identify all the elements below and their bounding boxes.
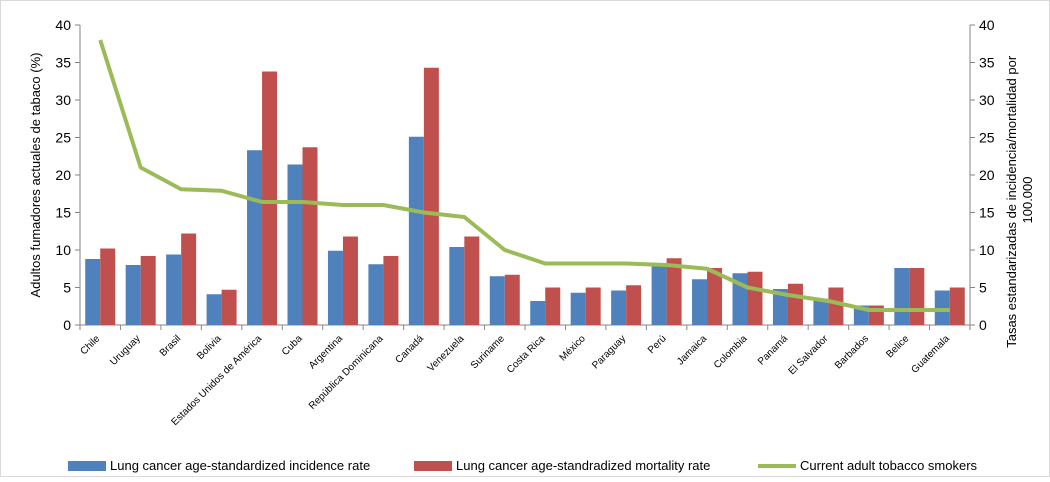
bar-incidence bbox=[327, 250, 343, 325]
y-left-tick-label: 40 bbox=[55, 17, 71, 33]
bars bbox=[85, 67, 965, 325]
bar-incidence bbox=[934, 290, 950, 325]
bar-incidence bbox=[408, 136, 424, 325]
y-left-tick-label: 35 bbox=[55, 55, 71, 71]
y-left-tick-label: 0 bbox=[63, 317, 71, 333]
y-left-tick-label: 5 bbox=[63, 280, 71, 296]
y-axis-right-title-line-1: Tasas estandarizadas de incidencia/morta… bbox=[1004, 55, 1019, 348]
bar-mortality bbox=[909, 268, 925, 325]
y-right-tick-label: 30 bbox=[979, 92, 995, 108]
bar-mortality bbox=[666, 258, 682, 325]
bar-incidence bbox=[570, 292, 586, 325]
y-right-tick-label: 0 bbox=[979, 317, 987, 333]
bar-mortality bbox=[545, 287, 561, 325]
legend-label-mortality: Lung cancer age-standradized mortality r… bbox=[456, 458, 710, 473]
bar-mortality bbox=[181, 233, 197, 325]
bar-mortality bbox=[585, 287, 601, 325]
y-right-tick-label: 5 bbox=[979, 280, 987, 296]
y-right-tick-label: 20 bbox=[979, 167, 995, 183]
y-right-tick-label: 40 bbox=[979, 17, 995, 33]
y-axis-right-title-line-2: 100.000 bbox=[1020, 177, 1035, 224]
legend-label-smokers: Current adult tobacco smokers bbox=[800, 458, 978, 473]
bar-mortality bbox=[423, 67, 439, 325]
line-series bbox=[98, 39, 950, 312]
legend-swatch-incidence bbox=[68, 461, 106, 471]
y-right-tick-label: 35 bbox=[979, 55, 995, 71]
bar-incidence bbox=[611, 290, 627, 325]
bar-incidence bbox=[530, 301, 546, 325]
legend-label-incidence: Lung cancer age-standardized incidence r… bbox=[110, 458, 370, 473]
y-right-tick-label: 25 bbox=[979, 130, 995, 146]
bar-mortality bbox=[626, 285, 642, 325]
bar-mortality bbox=[504, 274, 520, 325]
bar-incidence bbox=[287, 164, 303, 325]
legend: Lung cancer age-standardized incidence r… bbox=[68, 458, 978, 473]
bar-incidence bbox=[247, 150, 263, 325]
bar-mortality bbox=[383, 256, 399, 325]
bar-incidence bbox=[813, 298, 829, 325]
bar-incidence bbox=[772, 289, 788, 325]
bar-incidence bbox=[489, 276, 505, 325]
y-right-tick-label: 15 bbox=[979, 205, 995, 221]
bar-mortality bbox=[262, 71, 278, 325]
bar-mortality bbox=[707, 268, 723, 325]
legend-swatch-mortality bbox=[414, 461, 452, 471]
y-axis-right-title: Tasas estandarizadas de incidencia/morta… bbox=[1004, 52, 1035, 348]
bar-mortality bbox=[747, 271, 763, 325]
y-left-tick-label: 20 bbox=[55, 167, 71, 183]
bar-mortality bbox=[464, 236, 480, 325]
bar-mortality bbox=[949, 287, 965, 325]
line-smokers bbox=[98, 39, 950, 312]
bar-incidence bbox=[206, 294, 222, 325]
bar-mortality bbox=[140, 256, 156, 325]
bar-incidence bbox=[166, 254, 182, 325]
bar-mortality bbox=[787, 283, 803, 325]
y-left-tick-label: 10 bbox=[55, 242, 71, 258]
bar-incidence bbox=[894, 268, 910, 325]
y-axis-left-title: Adultos fumadores actuales de tabaco (%) bbox=[28, 53, 43, 298]
bar-mortality bbox=[221, 289, 237, 325]
y-right-tick-label: 10 bbox=[979, 242, 995, 258]
y-left-tick-label: 15 bbox=[55, 205, 71, 221]
bar-mortality bbox=[828, 287, 844, 325]
bar-incidence bbox=[85, 259, 101, 325]
bar-incidence bbox=[692, 279, 708, 325]
bar-incidence bbox=[449, 247, 465, 325]
bar-incidence bbox=[125, 265, 141, 325]
y-left-tick-label: 25 bbox=[55, 130, 71, 146]
bar-mortality bbox=[342, 236, 358, 325]
bar-mortality bbox=[302, 147, 318, 325]
bar-incidence bbox=[651, 265, 667, 325]
bar-mortality bbox=[100, 248, 116, 325]
bar-incidence bbox=[368, 264, 384, 325]
y-left-tick-label: 30 bbox=[55, 92, 71, 108]
